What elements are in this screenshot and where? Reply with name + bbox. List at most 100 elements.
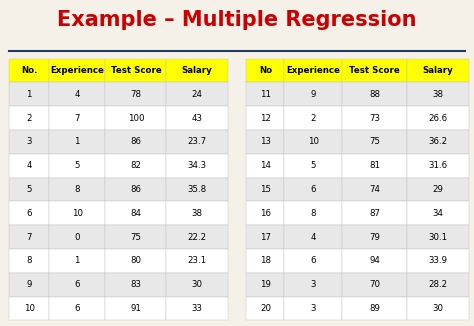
Text: 9: 9 [310, 90, 316, 99]
Text: 3: 3 [310, 304, 316, 313]
FancyBboxPatch shape [342, 273, 407, 297]
Text: 43: 43 [191, 114, 202, 123]
FancyBboxPatch shape [342, 130, 407, 154]
FancyBboxPatch shape [166, 249, 228, 273]
FancyBboxPatch shape [49, 273, 105, 297]
Text: 4: 4 [74, 90, 80, 99]
FancyBboxPatch shape [105, 249, 166, 273]
FancyBboxPatch shape [407, 154, 469, 178]
Text: 100: 100 [128, 114, 144, 123]
Text: 89: 89 [369, 304, 380, 313]
Text: 30: 30 [433, 304, 444, 313]
Text: 4: 4 [27, 161, 32, 170]
Text: 74: 74 [369, 185, 380, 194]
FancyBboxPatch shape [166, 154, 228, 178]
FancyBboxPatch shape [9, 82, 49, 106]
Text: 5: 5 [310, 161, 316, 170]
Text: Test Score: Test Score [110, 66, 161, 75]
Text: 8: 8 [310, 209, 316, 218]
FancyBboxPatch shape [407, 249, 469, 273]
Text: 70: 70 [369, 280, 380, 289]
FancyBboxPatch shape [105, 130, 166, 154]
FancyBboxPatch shape [105, 225, 166, 249]
FancyBboxPatch shape [166, 273, 228, 297]
FancyBboxPatch shape [284, 178, 342, 201]
Text: Test Score: Test Score [349, 66, 400, 75]
FancyBboxPatch shape [166, 130, 228, 154]
FancyBboxPatch shape [342, 225, 407, 249]
Text: Salary: Salary [182, 66, 212, 75]
Text: 33: 33 [191, 304, 202, 313]
Text: 86: 86 [130, 185, 141, 194]
Text: 73: 73 [369, 114, 380, 123]
FancyBboxPatch shape [166, 225, 228, 249]
Text: 31.6: 31.6 [428, 161, 447, 170]
FancyBboxPatch shape [49, 106, 105, 130]
Text: 22.2: 22.2 [187, 233, 207, 242]
FancyBboxPatch shape [105, 59, 166, 82]
FancyBboxPatch shape [166, 201, 228, 225]
FancyBboxPatch shape [246, 273, 284, 297]
Text: 38: 38 [433, 90, 444, 99]
Text: 4: 4 [310, 233, 316, 242]
Text: 1: 1 [27, 90, 32, 99]
Text: 1: 1 [74, 138, 80, 146]
FancyBboxPatch shape [105, 154, 166, 178]
FancyBboxPatch shape [246, 178, 284, 201]
Text: 86: 86 [130, 138, 141, 146]
FancyBboxPatch shape [284, 106, 342, 130]
Text: 88: 88 [369, 90, 380, 99]
FancyBboxPatch shape [407, 130, 469, 154]
Text: 75: 75 [130, 233, 141, 242]
FancyBboxPatch shape [284, 225, 342, 249]
Text: 83: 83 [130, 280, 141, 289]
Text: 94: 94 [369, 257, 380, 265]
FancyBboxPatch shape [105, 178, 166, 201]
Text: 29: 29 [433, 185, 444, 194]
Text: 0: 0 [74, 233, 80, 242]
FancyBboxPatch shape [246, 225, 284, 249]
Text: 23.7: 23.7 [187, 138, 207, 146]
FancyBboxPatch shape [284, 130, 342, 154]
FancyBboxPatch shape [284, 297, 342, 320]
Text: Salary: Salary [423, 66, 454, 75]
FancyBboxPatch shape [49, 82, 105, 106]
FancyBboxPatch shape [342, 178, 407, 201]
FancyBboxPatch shape [49, 59, 105, 82]
Text: 6: 6 [74, 304, 80, 313]
FancyBboxPatch shape [49, 178, 105, 201]
Text: 78: 78 [130, 90, 141, 99]
FancyBboxPatch shape [246, 82, 284, 106]
Text: 9: 9 [27, 280, 32, 289]
Text: 7: 7 [74, 114, 80, 123]
FancyBboxPatch shape [166, 297, 228, 320]
Text: 91: 91 [130, 304, 141, 313]
FancyBboxPatch shape [9, 297, 49, 320]
Text: 6: 6 [310, 257, 316, 265]
Text: 26.6: 26.6 [428, 114, 447, 123]
FancyBboxPatch shape [342, 154, 407, 178]
FancyBboxPatch shape [166, 178, 228, 201]
Text: 82: 82 [130, 161, 141, 170]
Text: 34: 34 [433, 209, 444, 218]
Text: 81: 81 [369, 161, 380, 170]
FancyBboxPatch shape [342, 106, 407, 130]
Text: 6: 6 [74, 280, 80, 289]
FancyBboxPatch shape [246, 59, 284, 82]
Text: Experience: Experience [50, 66, 104, 75]
FancyBboxPatch shape [246, 297, 284, 320]
Text: 87: 87 [369, 209, 380, 218]
FancyBboxPatch shape [9, 273, 49, 297]
Text: 23.1: 23.1 [187, 257, 207, 265]
FancyBboxPatch shape [342, 82, 407, 106]
FancyBboxPatch shape [105, 106, 166, 130]
Text: 5: 5 [74, 161, 80, 170]
Text: Example – Multiple Regression: Example – Multiple Regression [57, 10, 417, 30]
FancyBboxPatch shape [246, 201, 284, 225]
FancyBboxPatch shape [284, 82, 342, 106]
Text: 10: 10 [72, 209, 82, 218]
FancyBboxPatch shape [246, 106, 284, 130]
Text: 17: 17 [260, 233, 271, 242]
Text: 84: 84 [130, 209, 141, 218]
FancyBboxPatch shape [49, 201, 105, 225]
